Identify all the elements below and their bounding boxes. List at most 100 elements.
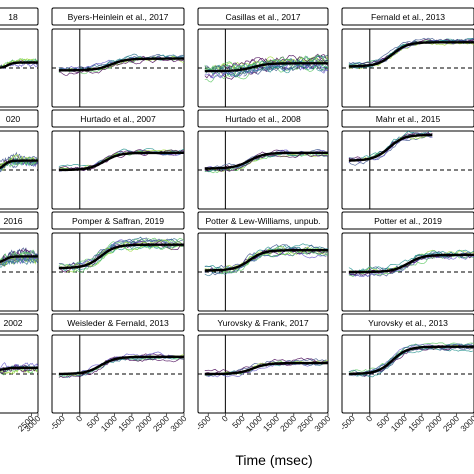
participant-line — [0, 58, 38, 68]
participant-line — [0, 364, 38, 373]
participant-line — [204, 361, 328, 378]
mean-line — [58, 151, 184, 172]
panel-title-box — [197, 7, 329, 26]
panel-title-box — [341, 109, 474, 128]
participant-line — [58, 238, 184, 267]
panel-title-box — [51, 109, 185, 128]
panel-title-box — [341, 211, 474, 230]
panel-title-box — [197, 109, 329, 128]
panel-plot-area — [0, 247, 38, 273]
x-tick-label: 2500 — [441, 413, 461, 433]
mean-line — [58, 355, 184, 376]
panel-title: 2016 — [3, 216, 22, 226]
x-tick-label: 2000 — [278, 413, 298, 433]
panel-plot-area — [52, 29, 184, 107]
panel-title-box — [197, 313, 329, 332]
panel-plot-area — [342, 335, 474, 413]
panel-plot-area — [342, 29, 474, 107]
panel-title: Hurtado et al., 2008 — [225, 114, 301, 124]
x-tick-label: 3000 — [312, 413, 332, 433]
x-tick-label: 1500 — [406, 413, 426, 433]
participant-line — [58, 357, 184, 378]
panel-title-box — [0, 7, 39, 26]
mean-line — [204, 248, 328, 272]
mean-line — [0, 61, 38, 69]
participant-line — [369, 343, 473, 373]
panel-plot-area — [0, 58, 38, 69]
participant-line — [58, 58, 184, 76]
panel-title: Pomper & Saffran, 2019 — [72, 216, 164, 226]
mean-line — [204, 151, 328, 170]
x-tick-label: 2000 — [423, 413, 443, 433]
mean-line — [204, 62, 328, 73]
x-tick-label: 3000 — [168, 413, 188, 433]
panel: 020 — [0, 109, 39, 210]
panel-plot-area — [198, 131, 328, 209]
participant-line — [348, 254, 474, 277]
participant-line — [58, 243, 184, 272]
x-tick-label: 3000 — [458, 413, 474, 433]
participant-line — [348, 342, 474, 373]
x-tick-label: 0 — [219, 413, 230, 424]
panel-title: Potter et al., 2019 — [374, 216, 442, 226]
panel-title: 2002 — [3, 318, 22, 328]
panel-title-box — [0, 109, 39, 128]
x-tick-label: 1000 — [99, 413, 119, 433]
x-tick-label: 0 — [364, 413, 375, 424]
panel-title-box — [51, 7, 185, 26]
participant-line — [0, 156, 38, 167]
mean-line — [0, 255, 38, 263]
mean-line — [58, 243, 184, 270]
participant-line — [0, 254, 38, 266]
panel: Weisleder & Fernald, 2013-500 0 5001000150… — [48, 313, 189, 434]
panel: 2016 — [0, 211, 39, 312]
panel-title-box — [341, 7, 474, 26]
panel: Potter & Lew-Williams, unpub. — [197, 211, 329, 312]
mean-line — [58, 57, 184, 72]
panel-title: Hurtado et al., 2007 — [80, 114, 156, 124]
participant-line — [0, 367, 38, 375]
panel-plot-area — [342, 233, 474, 311]
mean-line — [348, 253, 474, 274]
panel: Potter et al., 2019 — [341, 211, 474, 312]
panel: Hurtado et al., 2007 — [51, 109, 185, 210]
panel-title: Byers-Heinlein et al., 2017 — [68, 12, 169, 22]
participant-line — [227, 252, 327, 274]
panel-title: 18 — [8, 12, 18, 22]
panel-plot-area — [342, 131, 474, 209]
panel-title: Yurovsky et al., 2013 — [368, 318, 448, 328]
x-tick-label: 1500 — [261, 413, 281, 433]
x-tick-label: 1000 — [389, 413, 409, 433]
panel-plot-area — [0, 151, 38, 173]
mean-line — [204, 361, 328, 376]
mean-line — [348, 345, 474, 376]
participant-line — [0, 365, 38, 376]
panel-title-box — [51, 313, 185, 332]
panel-plot-area — [198, 335, 328, 413]
participant-line — [204, 248, 328, 277]
panel: 18 — [0, 7, 39, 108]
participant-line — [348, 249, 474, 274]
panel-plot-area — [52, 233, 184, 311]
panel-title-box — [341, 313, 474, 332]
participant-line — [239, 248, 327, 267]
x-axis-label: Time (msec) — [235, 452, 312, 468]
x-tick-label: -500 — [338, 413, 357, 432]
panel-title: Weisleder & Fernald, 2013 — [67, 318, 169, 328]
panel-grid: 18 Byers-Heinlein et al., 2017 Casillas et… — [0, 7, 474, 434]
panel-title: Casillas et al., 2017 — [226, 12, 301, 22]
mean-line — [0, 159, 38, 170]
x-tick-label: 2000 — [133, 413, 153, 433]
x-tick-label: 0 — [74, 413, 85, 424]
x-tick-label: 2500 — [295, 413, 315, 433]
panel: Yurovsky & Frank, 2017-500 0 5001000150020… — [194, 313, 333, 434]
participant-line — [220, 250, 328, 274]
x-tick-label: 2500 — [151, 413, 171, 433]
mean-line — [348, 41, 474, 68]
panel-title: 020 — [6, 114, 21, 124]
x-tick-label: -500 — [194, 413, 213, 432]
panel-title-box — [0, 313, 39, 332]
participant-line — [2, 256, 38, 265]
x-tick-label: -500 — [48, 413, 67, 432]
